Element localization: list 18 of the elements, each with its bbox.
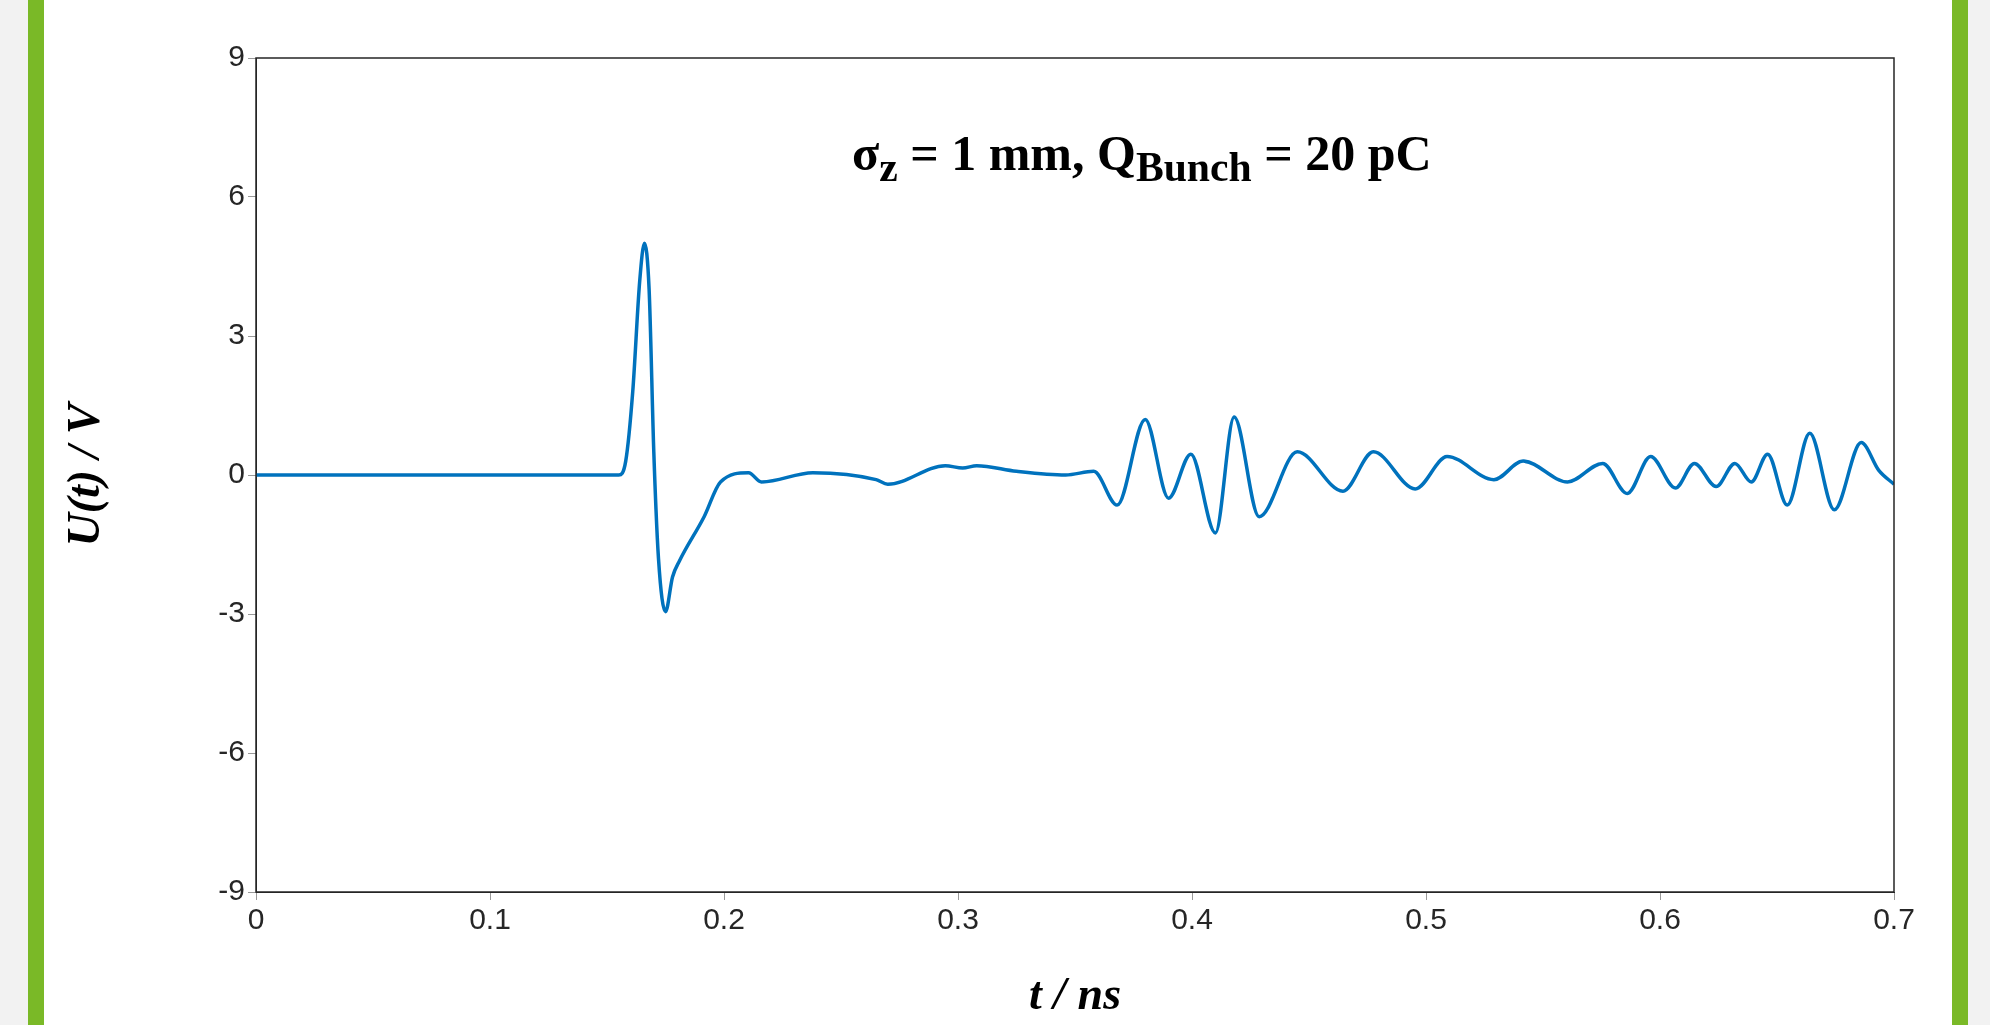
x-tick-label: 0.5 xyxy=(1405,902,1447,936)
y-axis-title: U(t) / V xyxy=(58,400,110,547)
x-tick-label: 0.4 xyxy=(1171,902,1213,936)
x-axis-title: t / ns xyxy=(1028,968,1122,1020)
x-tick-label: 0.1 xyxy=(469,902,511,936)
x-tick-label: 0.6 xyxy=(1639,902,1681,936)
y-tick-label: 0 xyxy=(228,456,245,490)
y-tick-label: 3 xyxy=(228,317,245,351)
x-tick-label: 0.7 xyxy=(1873,902,1915,936)
y-tick-label: -3 xyxy=(218,595,245,629)
y-tick-label: -9 xyxy=(218,873,245,907)
y-tick-label: 9 xyxy=(228,39,245,73)
annotation: σ$_{z}$ = 1 mm, Q$_{Bunch}$ = 20 pC xyxy=(852,124,1432,191)
y-tick-label: -6 xyxy=(218,734,245,768)
x-tick-label: 0.3 xyxy=(937,902,979,936)
x-tick-label: 0.2 xyxy=(703,902,745,936)
line-series xyxy=(256,241,1894,614)
y-tick-label: 6 xyxy=(228,178,245,212)
